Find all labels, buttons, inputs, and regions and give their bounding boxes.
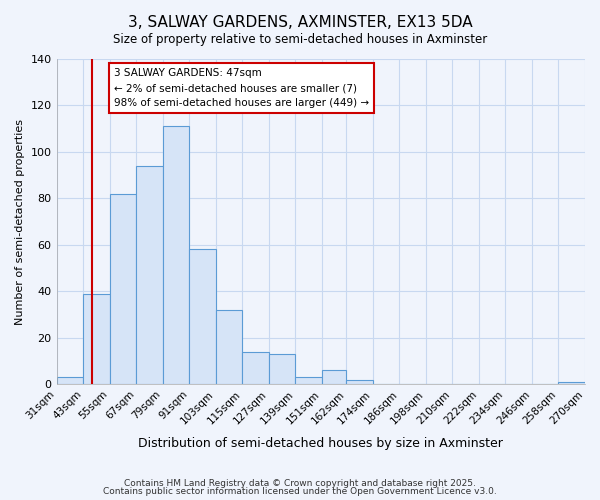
Text: Size of property relative to semi-detached houses in Axminster: Size of property relative to semi-detach… [113,32,487,46]
Bar [346,380,373,384]
Text: Contains public sector information licensed under the Open Government Licence v3: Contains public sector information licen… [103,487,497,496]
Bar [242,352,269,384]
Bar [163,126,189,384]
Bar [56,377,83,384]
Bar [83,294,110,384]
X-axis label: Distribution of semi-detached houses by size in Axminster: Distribution of semi-detached houses by … [139,437,503,450]
Bar [216,310,242,384]
Bar [189,250,216,384]
Text: 3, SALWAY GARDENS, AXMINSTER, EX13 5DA: 3, SALWAY GARDENS, AXMINSTER, EX13 5DA [128,15,472,30]
Bar [322,370,346,384]
Text: 3 SALWAY GARDENS: 47sqm
← 2% of semi-detached houses are smaller (7)
98% of semi: 3 SALWAY GARDENS: 47sqm ← 2% of semi-det… [114,68,369,108]
Bar [269,354,295,384]
Bar [295,377,322,384]
Bar [559,382,585,384]
Text: Contains HM Land Registry data © Crown copyright and database right 2025.: Contains HM Land Registry data © Crown c… [124,478,476,488]
Bar [136,166,163,384]
Y-axis label: Number of semi-detached properties: Number of semi-detached properties [15,118,25,324]
Bar [110,194,136,384]
